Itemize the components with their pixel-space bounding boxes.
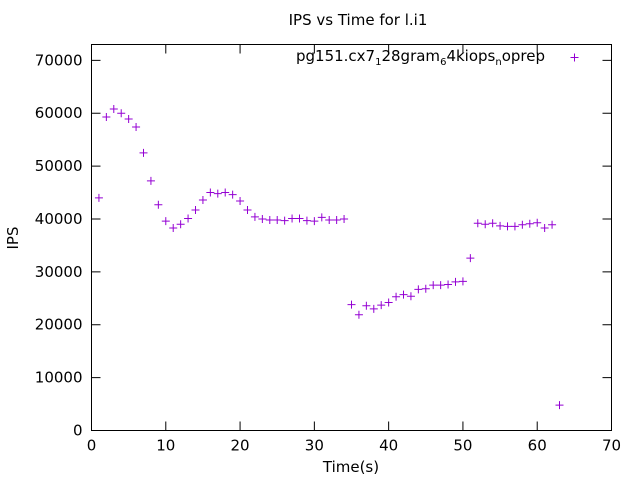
data-point (146, 176, 155, 185)
legend: pg151.cx7128gram64kiopsnoprep (296, 47, 579, 68)
data-point (102, 112, 111, 121)
data-point (213, 189, 222, 198)
data-point (280, 216, 289, 225)
data-point (369, 304, 378, 313)
data-point (451, 277, 460, 286)
data-point (473, 219, 482, 228)
data-point (384, 298, 393, 307)
data-point (236, 197, 245, 206)
data-point (458, 277, 467, 286)
data-point (109, 105, 118, 114)
y-tick-label: 40000 (35, 210, 83, 228)
x-tick-label: 0 (87, 437, 97, 455)
x-tick-label: 30 (305, 437, 324, 455)
y-axis: 0 10000 20000 30000 40000 50000 60000 70000 (35, 51, 612, 440)
x-axis: 0 10 20 30 40 50 60 70 (87, 44, 621, 455)
data-point (302, 216, 311, 225)
data-point (466, 254, 475, 263)
data-point (399, 290, 408, 299)
legend-marker (570, 53, 579, 62)
x-tick-label: 20 (231, 437, 250, 455)
data-point (503, 222, 512, 231)
data-point (436, 281, 445, 290)
data-point (250, 212, 259, 221)
data-point (540, 223, 549, 232)
x-tick-label: 50 (453, 437, 472, 455)
data-point (533, 218, 542, 227)
data-point (548, 220, 557, 229)
data-point (243, 206, 252, 215)
y-tick-label: 20000 (35, 316, 83, 334)
data-point (191, 206, 200, 215)
data-point (198, 195, 207, 204)
data-point (488, 219, 497, 228)
data-point (132, 122, 141, 131)
data-point (414, 285, 423, 294)
data-point (228, 190, 237, 199)
data-point (429, 281, 438, 290)
data-point (510, 222, 519, 231)
data-point (421, 284, 430, 293)
data-point (117, 109, 126, 118)
data-point (206, 188, 215, 197)
data-point (496, 221, 505, 230)
y-axis-label: IPS (4, 227, 22, 250)
plot-area-frame (91, 44, 612, 431)
y-tick-label: 30000 (35, 263, 83, 281)
data-point (317, 213, 326, 222)
x-axis-label: Time(s) (322, 458, 379, 476)
data-point (377, 301, 386, 310)
legend-series-label: pg151.cx7128gram64kiopsnoprep (296, 47, 545, 68)
data-points (94, 105, 564, 410)
data-point (481, 220, 490, 229)
x-tick-label: 60 (528, 437, 547, 455)
data-point (518, 220, 527, 229)
data-point (221, 188, 230, 197)
data-point (273, 216, 282, 225)
data-point (392, 292, 401, 301)
data-point (169, 223, 178, 232)
data-point (444, 280, 453, 289)
data-point (124, 115, 133, 124)
y-tick-label: 0 (73, 422, 83, 440)
data-point (288, 214, 297, 223)
data-point (265, 216, 274, 225)
data-point (154, 200, 163, 209)
chart-title: IPS vs Time for l.i1 (289, 11, 428, 29)
data-point (525, 219, 534, 228)
data-point (295, 214, 304, 223)
data-point (176, 220, 185, 229)
data-point (347, 300, 356, 309)
y-tick-label: 50000 (35, 157, 83, 175)
legend-marker-cross (570, 53, 579, 62)
data-point (332, 216, 341, 225)
x-tick-label: 70 (602, 437, 621, 455)
y-tick-label: 60000 (35, 104, 83, 122)
data-point (406, 292, 415, 301)
data-point (555, 401, 564, 410)
y-tick-label: 10000 (35, 369, 83, 387)
data-point (325, 216, 334, 225)
data-point (354, 310, 363, 319)
data-point (362, 301, 371, 310)
data-point (340, 214, 349, 223)
data-point (161, 217, 170, 226)
data-point (310, 217, 319, 226)
x-tick-label: 10 (156, 437, 175, 455)
data-point (139, 148, 148, 157)
y-tick-label: 70000 (35, 51, 83, 69)
data-point (94, 193, 103, 202)
x-tick-label: 40 (379, 437, 398, 455)
data-point (258, 214, 267, 223)
data-point (184, 214, 193, 223)
